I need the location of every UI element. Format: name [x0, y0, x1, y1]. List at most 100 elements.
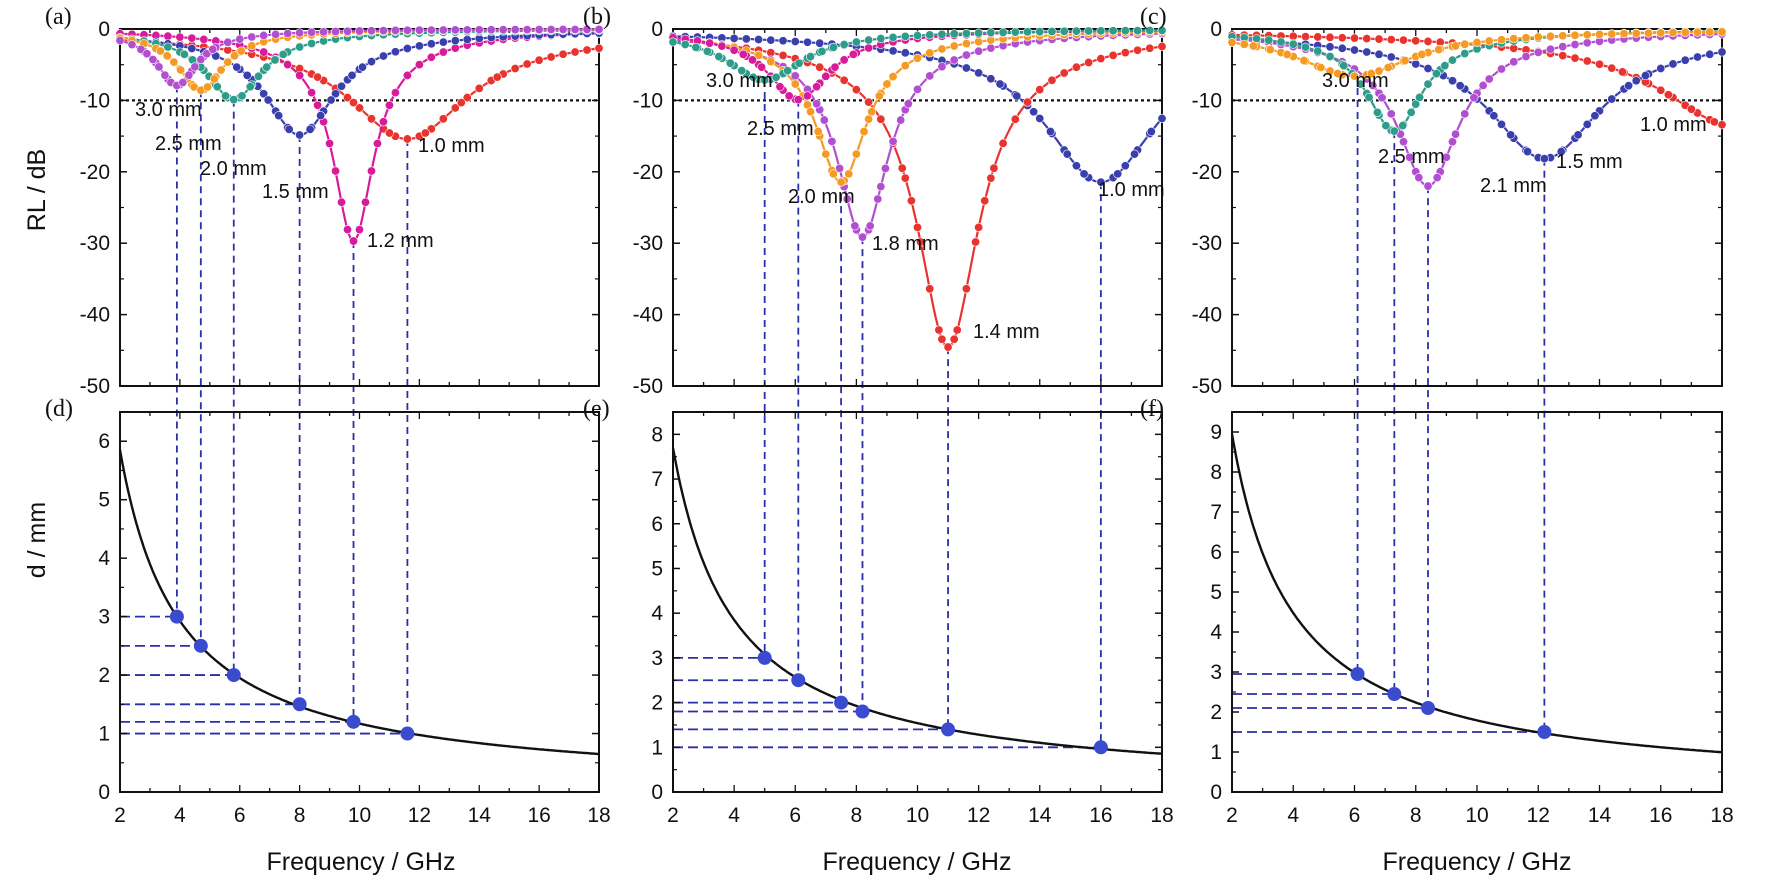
panel-a-marker: [230, 51, 240, 61]
panel-d-ytick-label: 2: [98, 664, 110, 687]
panel-c-marker: [1582, 30, 1592, 40]
panel-c-marker: [1631, 76, 1641, 86]
panel-d-xtick-label: 12: [408, 804, 431, 827]
panel-a-marker: [438, 114, 448, 124]
panel-a-marker: [307, 39, 317, 49]
panel-b-marker: [961, 28, 971, 38]
panel-b-marker: [680, 39, 690, 49]
panel-b-ytick-label: -20: [633, 161, 663, 184]
panel-b-curve-label: 3.0 mm: [706, 70, 773, 92]
panel-c-marker: [1288, 39, 1298, 49]
panel-b-marker: [912, 222, 922, 232]
panel-c-marker: [1469, 93, 1479, 103]
panel-c-marker: [1533, 32, 1543, 42]
panel-c-curve-label: 3.0 mm: [1322, 70, 1389, 92]
panel-a-marker: [558, 24, 568, 34]
panel-b-marker: [738, 49, 748, 59]
panel-a-ytick-label: -10: [80, 89, 110, 112]
panel-a-marker: [402, 70, 412, 80]
panel-b-marker: [867, 107, 877, 117]
panel-b-marker: [888, 46, 898, 56]
panel-b-marker: [882, 79, 892, 89]
panel-a-marker: [278, 49, 288, 59]
panel-f-ytick-label: 1: [1210, 741, 1222, 764]
panel-b-marker: [815, 62, 825, 72]
panel-b-marker: [1096, 54, 1106, 64]
panel-f-xtick-label: 4: [1287, 804, 1299, 827]
panel-b-marker: [1071, 62, 1081, 72]
panel-c-marker: [1533, 47, 1543, 57]
panel-b-marker: [842, 194, 852, 204]
panel-b-marker: [900, 61, 910, 71]
panel-f-ytick-label: 4: [1210, 621, 1222, 644]
panel-a-marker: [271, 29, 281, 39]
panel-d-data-point: [400, 726, 415, 741]
panel-b-marker: [812, 99, 822, 109]
panel-a-marker: [420, 128, 430, 138]
panel-b-marker: [766, 57, 776, 67]
panel-b-marker: [1071, 161, 1081, 171]
panel-b-marker: [1146, 127, 1156, 137]
panel-e-data-point: [1093, 740, 1108, 755]
panel-a-marker: [343, 26, 353, 36]
panel-e-ytick-label: 6: [651, 513, 663, 536]
panel-c-marker: [1301, 42, 1311, 52]
panel-a-marker: [390, 25, 400, 35]
panel-a-marker: [349, 236, 359, 246]
panel-c-marker: [1717, 27, 1727, 37]
panel-b-marker: [760, 75, 770, 85]
panel-b-marker: [865, 221, 875, 231]
panel-b-marker: [943, 342, 953, 352]
panel-b-marker: [813, 127, 823, 137]
panel-c-marker: [1400, 56, 1410, 66]
panel-c-marker: [1573, 130, 1583, 140]
panel-a-marker: [343, 225, 353, 235]
xlabel-middle: Frequency / GHz: [823, 848, 1012, 876]
panel-a-curve-label: 2.0 mm: [200, 158, 267, 180]
panel-a-curve-label: 1.0 mm: [418, 135, 485, 157]
panel-b-marker: [850, 221, 860, 231]
panel-b-marker: [815, 38, 825, 48]
panel-c-marker: [1509, 57, 1519, 67]
panel-b-marker: [925, 71, 935, 81]
panel-a-ytick-label: 0: [98, 18, 110, 41]
ylabel-bottom: d / mm: [23, 502, 51, 578]
panel-a-marker: [142, 49, 152, 59]
panel-b-marker: [974, 222, 984, 232]
panel-c-marker: [1399, 35, 1409, 45]
panel-b-marker: [857, 232, 867, 242]
panel-c-marker: [1451, 41, 1461, 51]
panel-b-marker: [1129, 149, 1139, 159]
panel-b-marker: [737, 66, 747, 76]
panel-b-marker: [961, 39, 971, 49]
panel-a-ytick-label: -40: [80, 304, 110, 327]
panel-a-marker: [154, 62, 164, 72]
panel-a-marker: [176, 65, 186, 75]
panel-a-marker: [354, 225, 364, 235]
panel-a-marker: [284, 124, 294, 134]
panel-c-marker: [1717, 47, 1727, 57]
panel-c-marker: [1582, 38, 1592, 48]
panel-f-data-point: [1350, 667, 1365, 681]
panel-c-marker: [1570, 53, 1580, 63]
panel-f-data-point: [1387, 687, 1402, 701]
panel-b-marker: [949, 55, 959, 65]
axis-titles: RL / dB d / mm Frequency / GHz Frequency…: [23, 149, 1571, 876]
panel-c-marker: [1607, 63, 1617, 73]
panel-a-marker: [462, 25, 472, 35]
panel-a-marker: [283, 60, 293, 70]
panel-b-marker: [998, 27, 1008, 37]
panel-b-marker: [812, 82, 822, 92]
panel-c-marker: [1406, 107, 1416, 117]
panel-a-marker: [349, 98, 359, 108]
panel-c-marker: [1558, 31, 1568, 41]
panel-c-marker: [1276, 37, 1286, 47]
panel-a-curve-label: 3.0 mm: [135, 99, 202, 121]
panel-a-marker: [148, 55, 158, 65]
panel-b-marker: [741, 34, 751, 44]
panel-a-marker: [347, 70, 357, 80]
panel-b-marker: [1157, 42, 1167, 52]
panel-a-marker: [247, 32, 257, 42]
panel-c-marker: [1509, 34, 1519, 44]
panel-b-marker: [828, 42, 838, 52]
